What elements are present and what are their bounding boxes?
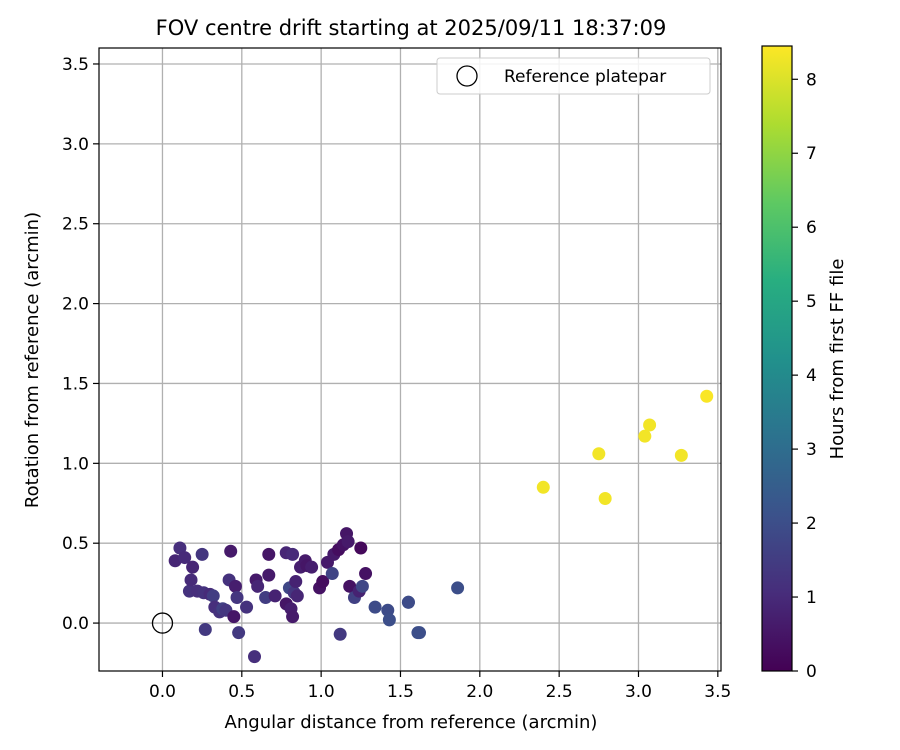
scatter-point	[290, 589, 304, 603]
scatter-point	[643, 418, 657, 432]
scatter-point	[413, 626, 427, 640]
y-tick-label: 1.0	[62, 454, 89, 474]
x-tick-label: 3.5	[704, 682, 731, 702]
scatter-point	[230, 591, 244, 605]
scatter-point	[232, 626, 246, 640]
y-tick-label: 3.0	[62, 135, 89, 155]
scatter-point	[227, 610, 241, 624]
x-axis-ticks: 0.0 0.5 1.0 1.5 2.0 2.5 3.0 3.5	[149, 671, 731, 702]
plot-frame	[98, 47, 722, 672]
scatter-point	[186, 560, 200, 574]
legend-box	[436, 57, 711, 95]
scatter-point	[451, 581, 465, 595]
scatter-point	[286, 547, 300, 561]
scatter-point	[316, 575, 330, 589]
x-tick-label: 1.5	[387, 682, 414, 702]
colorbar-ticks: 0 1 2 3 4 5 6 7 8	[792, 70, 817, 682]
scatter-point	[195, 547, 209, 561]
scatter-point	[638, 429, 652, 443]
y-axis-ticks: 0.0 0.5 1.0 1.5 2.0 2.5 3.0 3.5	[62, 55, 99, 634]
scatter-point	[341, 535, 355, 549]
scatter-point	[305, 560, 319, 574]
x-tick-label: 2.0	[466, 682, 493, 702]
colorbar-tick-label: 8	[806, 70, 817, 90]
x-axis-label: Angular distance from reference (arcmin)	[225, 712, 598, 733]
scatter-point	[289, 575, 303, 589]
chart-title: FOV centre drift starting at 2025/09/11 …	[156, 16, 667, 40]
x-tick-label: 0.5	[228, 682, 255, 702]
colorbar-tick-label: 3	[806, 440, 817, 460]
colorbar-tick-label: 1	[806, 588, 817, 608]
scatter-point	[262, 568, 276, 582]
legend: Reference platepar	[436, 57, 711, 95]
reference-platepar-marker	[151, 612, 174, 634]
scatter-point	[325, 567, 339, 581]
data-points	[168, 389, 714, 664]
y-tick-label: 0.0	[62, 614, 89, 634]
scatter-point	[173, 541, 187, 555]
y-tick-label: 0.5	[62, 534, 89, 554]
colorbar-tick-label: 0	[806, 662, 817, 682]
scatter-point	[206, 589, 220, 603]
scatter-point	[381, 603, 395, 617]
scatter-point	[359, 567, 373, 581]
x-tick-label: 2.5	[546, 682, 573, 702]
legend-label: Reference platepar	[504, 67, 666, 87]
scatter-point	[333, 627, 347, 641]
colorbar-tick-label: 7	[806, 144, 817, 164]
x-tick-label: 0.0	[149, 682, 176, 702]
y-tick-label: 2.0	[62, 295, 89, 315]
scatter-point	[224, 544, 238, 558]
colorbar-tick-label: 2	[806, 514, 817, 534]
colorbar-label: Hours from first FF file	[827, 259, 848, 460]
colorbar-tick-label: 4	[806, 366, 817, 386]
scatter-point	[262, 547, 276, 561]
scatter-point	[251, 579, 265, 593]
legend-marker	[456, 65, 478, 87]
scatter-point	[401, 595, 415, 609]
colorbar-tick-label: 5	[806, 292, 817, 312]
y-tick-label: 1.5	[62, 374, 89, 394]
scatter-point	[700, 389, 714, 403]
y-tick-label: 3.5	[62, 55, 89, 75]
scatter-point	[598, 491, 612, 505]
scatter-point	[178, 551, 192, 565]
scatter-point	[382, 613, 396, 627]
scatter-point	[198, 622, 212, 636]
x-tick-label: 3.0	[625, 682, 652, 702]
y-axis-label: Rotation from reference (arcmin)	[22, 212, 43, 508]
scatter-point	[286, 610, 300, 624]
x-tick-label: 1.0	[308, 682, 335, 702]
scatter-point	[354, 541, 368, 555]
scatter-point	[248, 650, 261, 664]
scatter-point	[184, 573, 198, 587]
scatter-point	[536, 480, 550, 494]
colorbar	[761, 45, 793, 672]
scatter-point	[674, 448, 688, 462]
scatter-point	[368, 600, 382, 614]
scatter-point	[355, 579, 369, 593]
colorbar-tick-label: 6	[806, 218, 817, 238]
scatter-point	[592, 447, 606, 461]
y-tick-label: 2.5	[62, 215, 89, 235]
scatter-point	[228, 579, 242, 593]
scatter-point	[240, 600, 254, 614]
scatter-point	[268, 589, 282, 603]
grid-lines	[99, 48, 721, 671]
